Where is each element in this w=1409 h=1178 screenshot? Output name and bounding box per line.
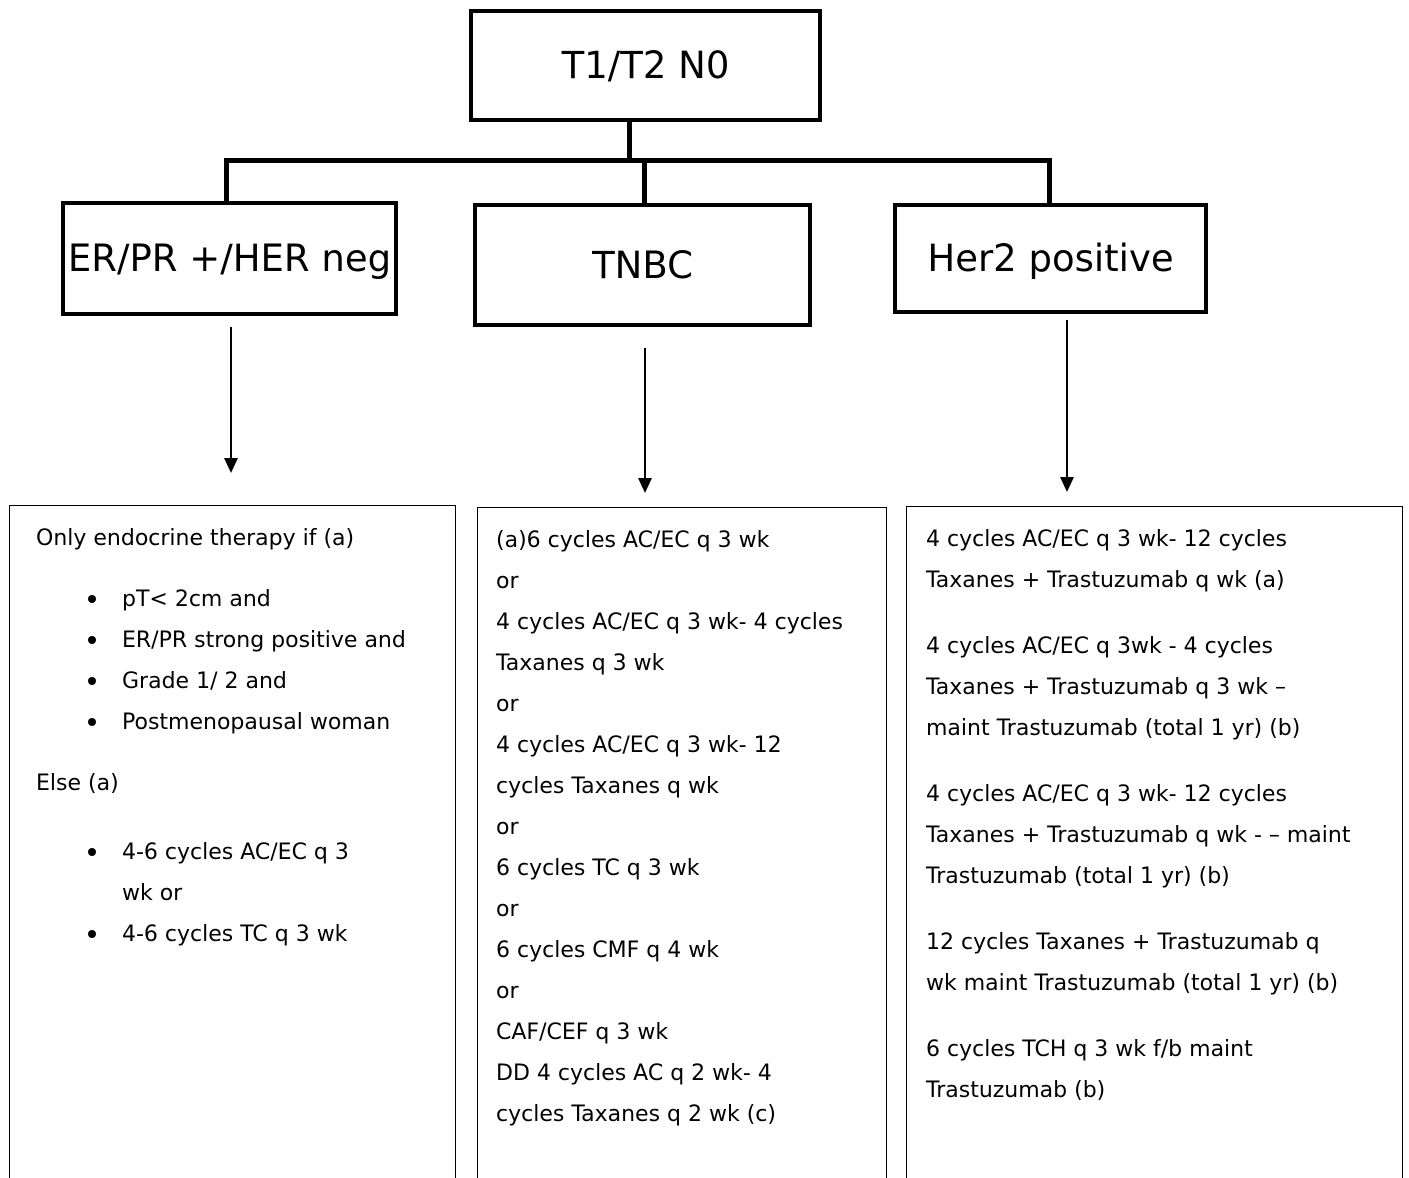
her2-regimen: 4 cycles AC/EC q 3 wk- 12 cycles Taxanes…: [926, 774, 1394, 897]
her2-regimen: 4 cycles AC/EC q 3 wk- 12 cycles Taxanes…: [926, 519, 1394, 601]
her2-regimen-line: Trastuzumab (b): [926, 1078, 1106, 1103]
her2-regimen-line: 4 cycles AC/EC q 3 wk- 12 cycles: [926, 782, 1287, 807]
root-connector: [627, 121, 632, 161]
er-intro: Only endocrine therapy if (a): [36, 526, 355, 551]
tnbc-line: cycles Taxanes q wk: [496, 774, 719, 799]
arrow-er-head: [224, 458, 238, 473]
category-label: Her2 positive: [927, 237, 1174, 280]
list-item: Postmenopausal woman: [36, 702, 445, 743]
tnbc-line: Taxanes q 3 wk: [496, 651, 665, 676]
list-item: ER/PR strong positive and: [36, 620, 445, 661]
her2-regimen-line: Trastuzumab (total 1 yr) (b): [926, 864, 1230, 889]
tnbc-line: DD 4 cycles AC q 2 wk- 4: [496, 1061, 772, 1086]
her2-regimen-line: 6 cycles TCH q 3 wk f/b maint: [926, 1037, 1253, 1062]
er-conditions-list: pT< 2cm and ER/PR strong positive and Gr…: [36, 579, 445, 743]
her2-regimen-line: 4 cycles AC/EC q 3wk - 4 cycles: [926, 634, 1273, 659]
her2-regimen: 4 cycles AC/EC q 3wk - 4 cycles Taxanes …: [926, 626, 1394, 749]
branch-right-drop: [1047, 158, 1052, 205]
tnbc-line: CAF/CEF q 3 wk: [496, 1020, 669, 1045]
her2-regimen: 6 cycles TCH q 3 wk f/b maint Trastuzuma…: [926, 1029, 1394, 1111]
category-label: ER/PR +/HER neg: [67, 237, 392, 280]
tnbc-line: or: [496, 979, 519, 1004]
tnbc-line: 6 cycles CMF q 4 wk: [496, 938, 719, 963]
her2-treatment-panel: 4 cycles AC/EC q 3 wk- 12 cycles Taxanes…: [906, 506, 1403, 1178]
branch-horizontal: [224, 158, 1052, 163]
category-label: TNBC: [592, 243, 693, 287]
er-treatment-panel: Only endocrine therapy if (a) pT< 2cm an…: [9, 505, 456, 1178]
list-item: Grade 1/ 2 and: [36, 661, 445, 702]
arrow-her2-head: [1060, 477, 1074, 492]
branch-left-drop: [224, 158, 229, 203]
tnbc-line: 4 cycles AC/EC q 3 wk- 4 cycles: [496, 610, 843, 635]
category-her2-positive: Her2 positive: [893, 203, 1208, 314]
list-item: pT< 2cm and: [36, 579, 445, 620]
root-label: T1/T2 N0: [561, 44, 730, 87]
tnbc-line: cycles Taxanes q 2 wk (c): [496, 1102, 776, 1127]
category-tnbc: TNBC: [473, 203, 812, 327]
her2-regimen-line: Taxanes + Trastuzumab q wk - – maint: [926, 823, 1351, 848]
list-item: 4-6 cycles AC/EC q 3 wk or: [36, 832, 382, 914]
her2-regimen: 12 cycles Taxanes + Trastuzumab q wk mai…: [926, 922, 1394, 1004]
root-node: T1/T2 N0: [469, 9, 822, 122]
tnbc-line: 6 cycles TC q 3 wk: [496, 856, 700, 881]
arrow-tnbc-head: [638, 478, 652, 493]
er-else-label: Else (a): [36, 771, 119, 796]
tnbc-line: or: [496, 897, 519, 922]
tnbc-treatment-panel: (a)6 cycles AC/EC q 3 wk or 4 cycles AC/…: [477, 507, 887, 1178]
category-er-pr-positive: ER/PR +/HER neg: [61, 201, 398, 316]
her2-regimen-line: 12 cycles Taxanes + Trastuzumab q: [926, 930, 1320, 955]
her2-regimen-line: 4 cycles AC/EC q 3 wk- 12 cycles: [926, 527, 1287, 552]
list-item: 4-6 cycles TC q 3 wk: [36, 914, 445, 955]
tnbc-line: 4 cycles AC/EC q 3 wk- 12: [496, 733, 782, 758]
her2-regimen-line: wk maint Trastuzumab (total 1 yr) (b): [926, 971, 1339, 996]
tnbc-line: or: [496, 692, 519, 717]
tnbc-line: or: [496, 569, 519, 594]
her2-regimen-line: Taxanes + Trastuzumab q 3 wk –: [926, 675, 1286, 700]
her2-regimen-line: Taxanes + Trastuzumab q wk (a): [926, 568, 1285, 593]
er-else-list: 4-6 cycles AC/EC q 3 wk or 4-6 cycles TC…: [36, 832, 445, 955]
her2-regimen-line: maint Trastuzumab (total 1 yr) (b): [926, 716, 1301, 741]
branch-middle-drop: [642, 158, 647, 205]
tnbc-line: or: [496, 815, 519, 840]
tnbc-line: (a)6 cycles AC/EC q 3 wk: [496, 528, 770, 553]
